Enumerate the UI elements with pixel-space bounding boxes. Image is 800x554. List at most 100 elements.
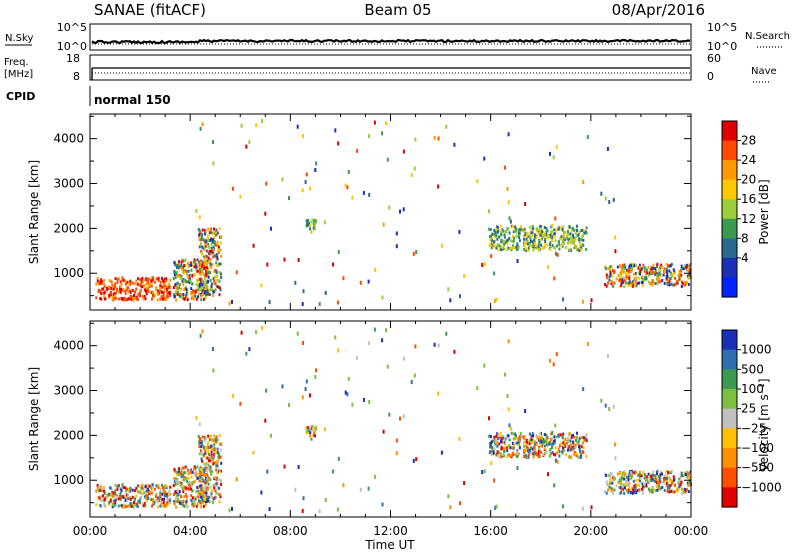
power-echo [165,287,168,291]
power-echo [186,272,188,276]
velocity-echo [524,454,527,458]
power-echo [159,284,162,288]
power-echo [206,249,209,253]
colorbar-tick-label: 28 [741,134,756,148]
velocity-echo [516,450,519,454]
power-echo [165,279,168,283]
power-echo [146,287,149,291]
power-echo [663,267,666,271]
power-echo [336,300,339,305]
velocity-echo [214,482,216,486]
power-echo [490,254,493,259]
power-echo [209,250,211,253]
velocity-echo [532,453,535,457]
power-echo [678,270,681,274]
velocity-echo [150,486,153,490]
velocity-echo [199,484,202,488]
velocity-echo [136,504,139,508]
power-echo [525,237,528,241]
velocity-echo [214,476,217,480]
velocity-echo [539,454,542,458]
power-echo [201,280,204,284]
velocity-colorbar-label: Velocity [m s⁻¹] [757,378,771,471]
velocity-echo [495,453,498,457]
velocity-echo [135,486,138,490]
velocity-echo [382,429,385,434]
velocity-echo [525,438,528,442]
velocity-echo [156,499,159,503]
velocity-echo [533,445,536,449]
power-echo [176,281,179,285]
power-echo [666,273,669,277]
velocity-echo [217,457,220,461]
power-echo [568,248,571,252]
power-echo [150,279,153,283]
velocity-echo [610,486,613,490]
velocity-echo [492,450,495,455]
colorbar-tick-label: −500 [741,461,774,475]
power-echo [268,300,271,305]
power-echo [191,282,194,286]
colorbar-segment [722,238,737,259]
power-echo [675,282,678,286]
velocity-echo [641,482,644,486]
power-echo [213,227,215,231]
velocity-echo [205,497,208,501]
velocity-echo [628,487,631,491]
power-echo [654,267,657,271]
power-echo [519,228,521,232]
velocity-echo [549,358,551,363]
velocity-echo [197,499,200,503]
velocity-echo [151,485,154,489]
power-echo [541,230,543,234]
velocity-echo [388,412,391,417]
power-echo [633,281,636,285]
power-echo [210,237,213,241]
velocity-echo [142,491,145,495]
velocity-echo [281,384,284,389]
power-echo [556,252,559,257]
velocity-echo [612,404,615,409]
velocity-echo [175,479,178,483]
velocity-echo [150,491,153,495]
velocity-echo [215,478,218,482]
power-echo [515,245,518,249]
velocity-echo [301,509,304,513]
power-echo [312,222,315,226]
velocity-echo [220,461,223,465]
velocity-echo [621,471,624,475]
velocity-echo [538,439,541,443]
power-echo [231,299,233,304]
velocity-echo [511,451,514,455]
power-echo [217,245,220,249]
velocity-echo [145,494,148,497]
power-echo [554,239,557,243]
velocity-echo [132,505,135,509]
power-echo [207,242,210,246]
power-echo [197,228,200,232]
velocity-echo [136,484,139,488]
velocity-echo [202,453,205,457]
velocity-echo [687,474,690,478]
power-echo [650,267,653,271]
velocity-echo [180,502,183,506]
power-echo [116,288,118,292]
power-echo [203,287,206,291]
velocity-echo [510,453,512,457]
power-echo [689,263,692,267]
power-echo [523,248,526,251]
velocity-echo [210,457,213,460]
power-echo [381,131,384,136]
power-echo [625,273,628,277]
velocity-echo [548,450,551,454]
velocity-echo [672,478,675,482]
velocity-echo [525,444,528,448]
power-echo [145,282,148,286]
power-echo [114,285,117,289]
velocity-echo [192,496,194,500]
velocity-xlabel: Time UT [364,538,415,552]
power-echo [544,244,547,248]
velocity-echo [578,437,581,441]
power-echo [688,269,691,273]
velocity-echo [203,483,206,487]
